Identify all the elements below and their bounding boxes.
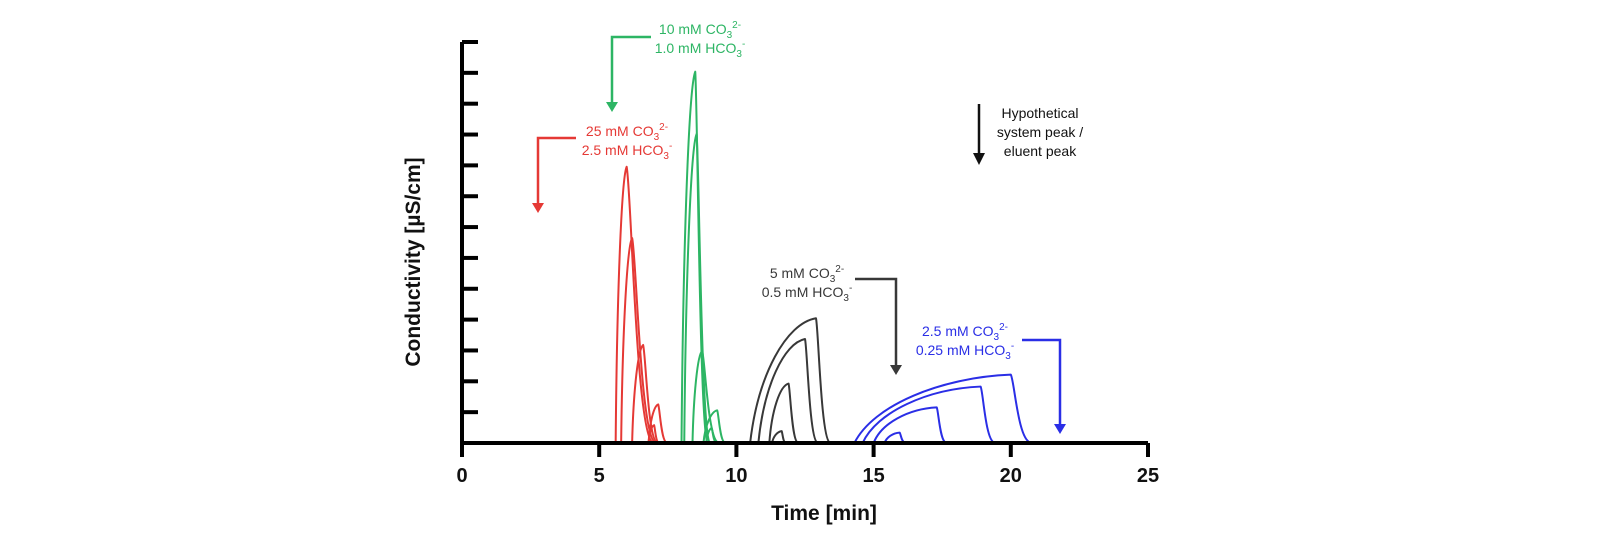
system-peak-legend-text: Hypothetical — [1001, 105, 1078, 121]
peak-label-1-line1: 10 mM CO32- — [659, 20, 741, 41]
trace-0-2 — [462, 343, 1149, 444]
trace-1-3 — [462, 409, 1149, 444]
peak-label-2-line2: 0.5 mM HCO3- — [762, 283, 853, 304]
arrow-head-1 — [606, 102, 618, 112]
trace-1-0 — [462, 70, 1149, 444]
trace-1-1 — [462, 133, 1149, 444]
system-peak-legend-text: eluent peak — [1004, 143, 1077, 159]
chart-axes — [460, 40, 1150, 457]
trace-0-3 — [462, 403, 1149, 444]
trace-2-0 — [462, 317, 1149, 444]
trace-0-1 — [462, 237, 1149, 444]
arrow-head-2 — [890, 365, 902, 375]
system-peak-legend-arrow-head — [973, 153, 985, 165]
y-axis-label: Conductivity [µS/cm] — [402, 157, 425, 366]
trace-1-2 — [462, 349, 1149, 444]
x-tick-labels: 0 5 10 15 20 25 — [456, 465, 1159, 487]
system-peak-arrow-2 — [855, 277, 898, 367]
x-tick-label: 20 — [1000, 465, 1022, 487]
system-peak-arrow-1 — [610, 35, 651, 104]
arrow-head-0 — [532, 203, 544, 213]
peak-label-0-line2: 2.5 mM HCO3- — [582, 141, 673, 162]
peak-annotations: 25 mM CO32-2.5 mM HCO3- 10 mM CO32-1.0 mM… — [532, 20, 1083, 434]
x-tick-label: 25 — [1137, 465, 1159, 487]
peak-label-3-line1: 2.5 mM CO32- — [922, 322, 1008, 343]
trace-2-1 — [462, 338, 1149, 444]
peak-label-0-line1: 25 mM CO32- — [586, 122, 668, 143]
trace-0-0 — [462, 165, 1149, 444]
x-axis-label: Time [min] — [771, 502, 877, 525]
peak-label-3-line2: 0.25 mM HCO3- — [916, 341, 1014, 362]
system-peak-legend-text: system peak / — [997, 124, 1083, 140]
x-tick-label: 15 — [862, 465, 884, 487]
trace-1-4 — [462, 427, 1149, 444]
trace-3-0 — [462, 373, 1149, 444]
trace-3-2 — [462, 406, 1149, 444]
trace-0-4 — [462, 424, 1149, 444]
trace-2-2 — [462, 382, 1149, 444]
system-peak-arrow-0 — [536, 136, 576, 205]
arrow-head-3 — [1054, 424, 1066, 434]
trace-3-1 — [462, 385, 1149, 444]
x-tick-label: 10 — [725, 465, 747, 487]
peak-label-2-line1: 5 mM CO32- — [770, 264, 844, 285]
system-peak-arrow-3 — [1022, 338, 1062, 426]
x-tick-label: 0 — [456, 465, 467, 487]
peak-label-1-line2: 1.0 mM HCO3- — [655, 39, 746, 60]
x-tick-label: 5 — [594, 465, 605, 487]
